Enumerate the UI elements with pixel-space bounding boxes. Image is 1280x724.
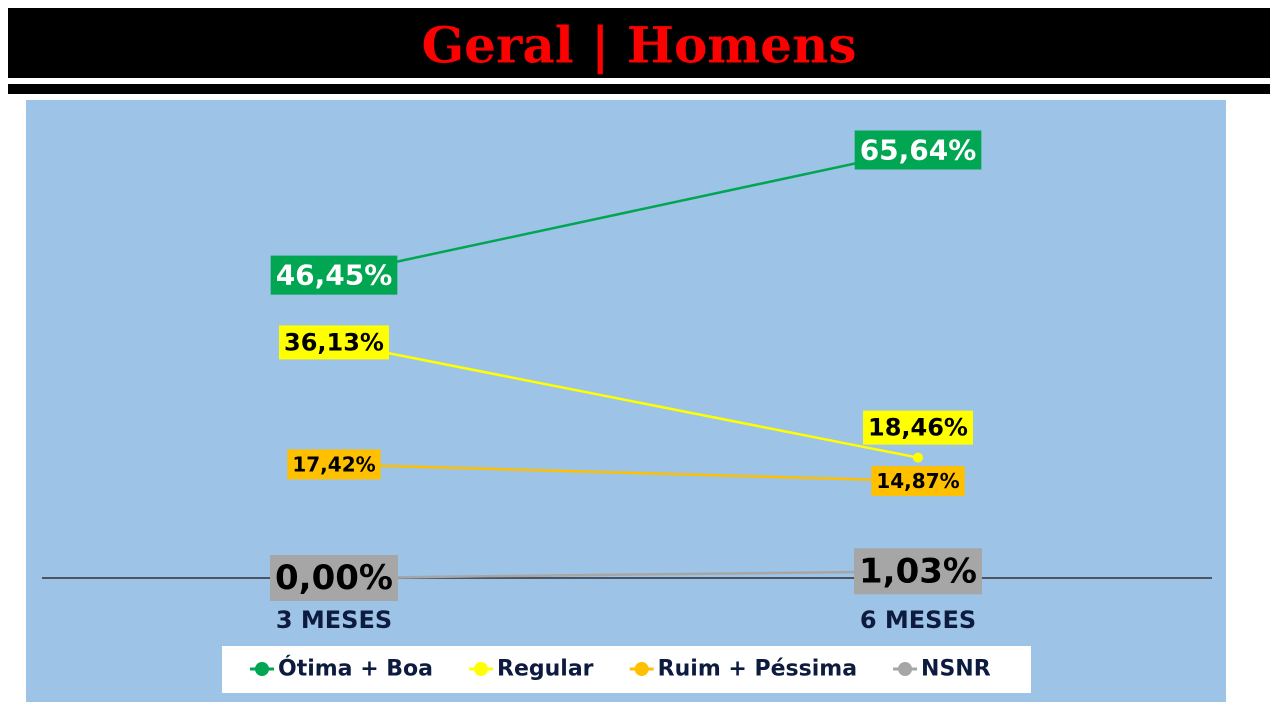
data-label: 0,00% bbox=[270, 555, 398, 601]
data-label: 14,87% bbox=[871, 466, 965, 497]
legend-label: Regular bbox=[497, 657, 594, 682]
legend-label: Ruim + Péssima bbox=[658, 657, 857, 682]
title-rule bbox=[8, 84, 1270, 94]
data-label-text: 65,64% bbox=[860, 134, 977, 167]
data-label: 1,03% bbox=[854, 548, 982, 595]
data-label: 36,13% bbox=[279, 325, 389, 360]
chart-title: Geral | Homens bbox=[421, 16, 856, 76]
data-label-box bbox=[854, 548, 982, 595]
data-label-box bbox=[270, 555, 398, 601]
data-label-text: 0,00% bbox=[275, 558, 393, 598]
data-label-text: 1,03% bbox=[859, 551, 977, 591]
legend-marker bbox=[474, 662, 489, 676]
data-label: 18,46% bbox=[863, 410, 973, 445]
data-label-text: 46,45% bbox=[276, 259, 393, 292]
data-label-text: 18,46% bbox=[868, 414, 968, 442]
series-line bbox=[333, 341, 919, 459]
x-tick-label: 6 MESES bbox=[860, 606, 976, 634]
data-label-box bbox=[279, 325, 389, 360]
series-line bbox=[333, 463, 919, 483]
data-label-text: 36,13% bbox=[284, 328, 384, 356]
data-label: 65,64% bbox=[854, 130, 982, 170]
point bbox=[913, 452, 923, 463]
data-label: 46,45% bbox=[270, 255, 398, 295]
x-tick-label: 3 MESES bbox=[276, 606, 392, 634]
legend-label: Ótima + Boa bbox=[278, 656, 433, 682]
legend-marker bbox=[634, 662, 649, 676]
data-label: 17,42% bbox=[287, 449, 381, 480]
data-label-text: 17,42% bbox=[292, 452, 375, 476]
data-label-box bbox=[270, 255, 398, 295]
legend-label: NSNR bbox=[921, 657, 991, 682]
legend-marker bbox=[898, 662, 913, 676]
legend-marker bbox=[255, 662, 269, 676]
series-line bbox=[333, 570, 919, 580]
data-label-box bbox=[863, 410, 973, 445]
data-label-text: 14,87% bbox=[876, 469, 959, 493]
series-line bbox=[333, 148, 919, 277]
data-label-box bbox=[871, 466, 965, 497]
data-label-box bbox=[287, 449, 381, 480]
title-bar bbox=[8, 8, 1270, 78]
data-label-box bbox=[854, 130, 982, 170]
